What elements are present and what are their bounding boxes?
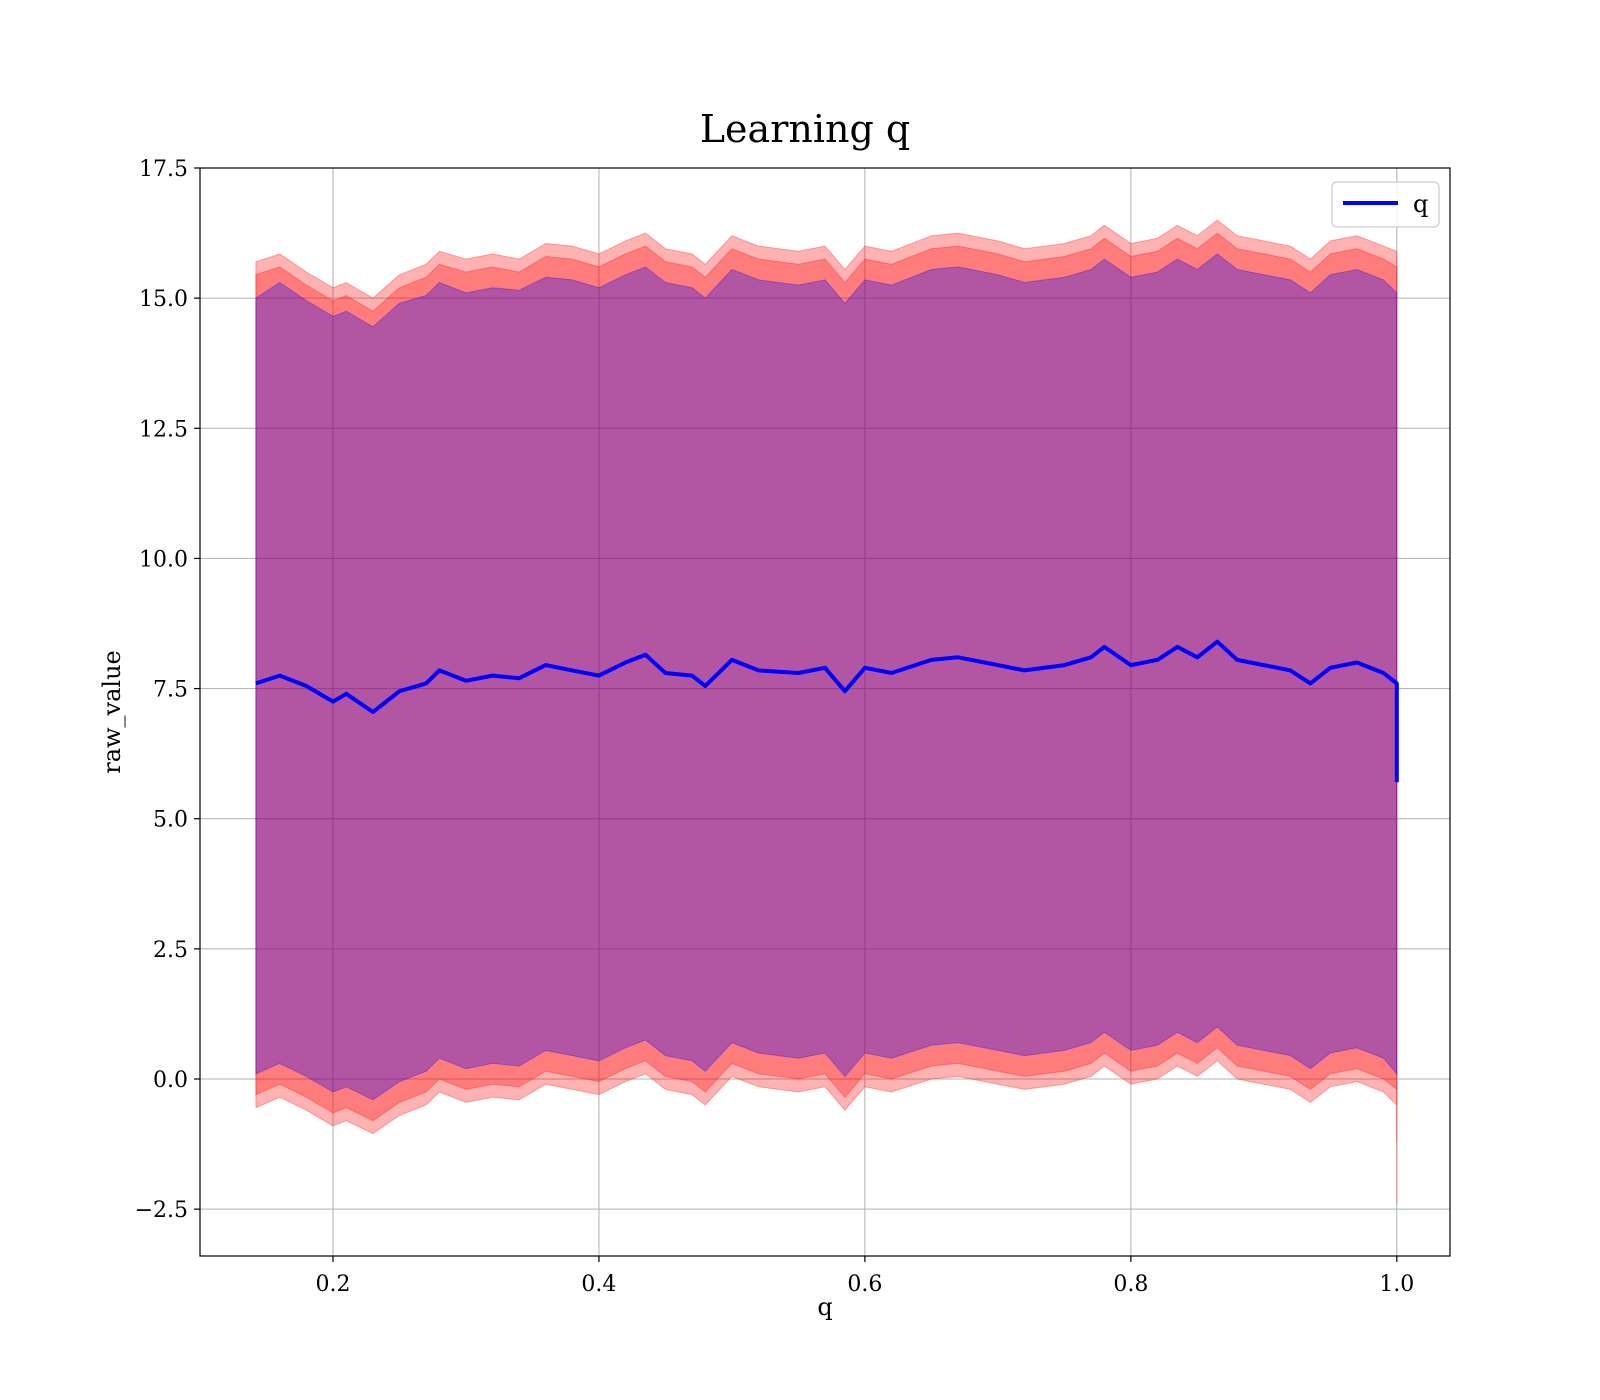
legend-label-q: q: [1413, 190, 1428, 218]
axes-frame: [199, 167, 1451, 1257]
band-3: [255, 253, 1398, 1101]
y-tick-label: 10.0: [139, 547, 188, 572]
band-1: [255, 219, 1398, 1204]
y-tick-label: 7.5: [153, 678, 188, 703]
series-lines: [255, 639, 1399, 783]
x-axis-label: q: [817, 1293, 832, 1321]
x-tick-label: 0.8: [1113, 1272, 1148, 1297]
x-tick-label: 1.0: [1379, 1272, 1414, 1297]
y-tick-label: 15.0: [139, 287, 188, 312]
y-tick-label: −2.5: [135, 1198, 188, 1223]
series-line-q: [255, 639, 1399, 783]
band-2: [255, 232, 1398, 1142]
y-tick-label: 17.5: [139, 157, 188, 182]
y-tick-label: 5.0: [153, 808, 188, 833]
y-axis-ticks: −2.5 0.0 2.5 5.0 7.5 10.0 12.5 15.0 17.5: [135, 157, 200, 1223]
y-tick-label: 12.5: [139, 417, 188, 442]
legend: q: [1331, 181, 1440, 228]
x-tick-label: 0.6: [847, 1272, 882, 1297]
x-axis-ticks: 0.2 0.4 0.6 0.8 1.0: [315, 1256, 1414, 1297]
y-tick-label: 2.5: [153, 938, 188, 963]
confidence-bands: [255, 219, 1398, 1204]
y-axis-label: raw_value: [98, 650, 126, 774]
x-tick-label: 0.2: [315, 1272, 350, 1297]
y-tick-label: 0.0: [153, 1068, 188, 1093]
chart-title: Learning q: [700, 107, 910, 151]
x-tick-label: 0.4: [581, 1272, 616, 1297]
